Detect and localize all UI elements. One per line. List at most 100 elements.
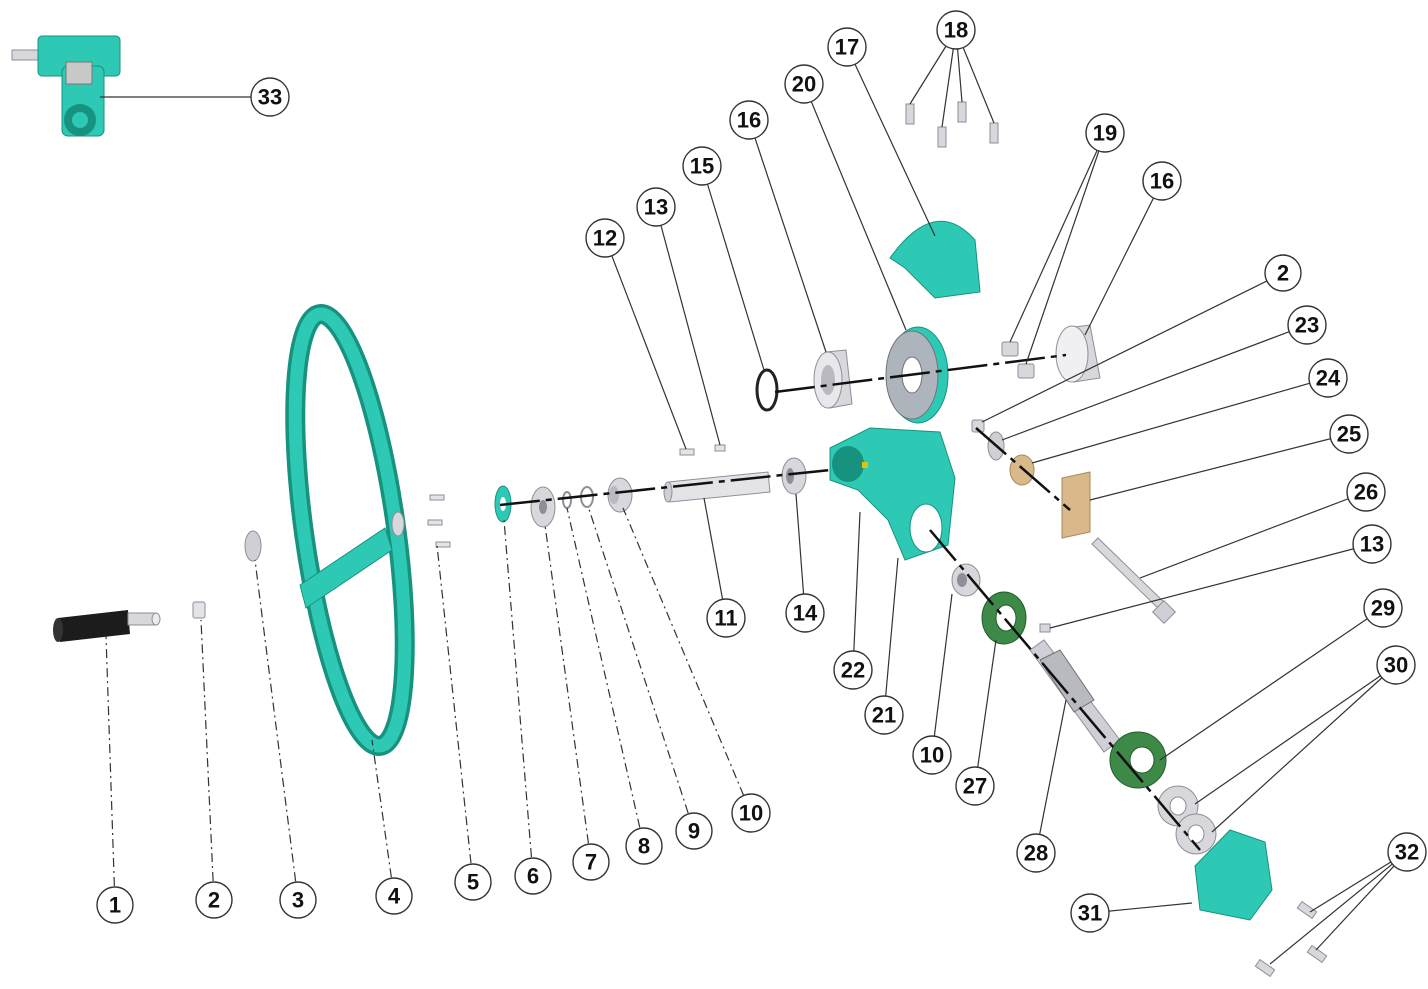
callout-10b: 10 <box>912 735 952 775</box>
svg-text:18: 18 <box>944 18 968 43</box>
cap-screws <box>1254 900 1328 978</box>
svg-text:12: 12 <box>593 226 617 251</box>
washer <box>244 530 262 562</box>
callout-22: 22 <box>833 650 873 690</box>
svg-text:10: 10 <box>920 743 944 768</box>
callout-13b: 13 <box>1352 524 1392 564</box>
svg-text:29: 29 <box>1371 596 1395 621</box>
svg-text:1: 1 <box>109 893 121 918</box>
parts <box>11 35 1328 978</box>
callout-11: 11 <box>706 598 746 638</box>
callout-7: 7 <box>572 843 610 881</box>
bushing <box>607 477 633 513</box>
callout-25: 25 <box>1329 414 1369 454</box>
callout-24: 24 <box>1308 358 1348 398</box>
svg-text:27: 27 <box>963 774 987 799</box>
svg-text:10: 10 <box>739 801 763 826</box>
callout-13: 13 <box>636 187 676 227</box>
svg-text:28: 28 <box>1024 841 1048 866</box>
svg-text:8: 8 <box>638 834 650 859</box>
leader-lines <box>100 29 1408 965</box>
callout-31: 31 <box>1070 893 1110 933</box>
svg-text:6: 6 <box>527 864 539 889</box>
svg-text:16: 16 <box>737 108 761 133</box>
bearing-sleeve <box>813 349 853 409</box>
bearing <box>530 486 556 528</box>
svg-text:31: 31 <box>1078 901 1102 926</box>
axis-input-shaft <box>499 468 831 507</box>
svg-text:9: 9 <box>688 819 700 844</box>
callout-23: 23 <box>1287 305 1327 345</box>
callout-2: 2 <box>195 881 233 919</box>
callout-18: 18 <box>936 10 976 50</box>
callout-1: 1 <box>96 886 134 924</box>
svg-text:4: 4 <box>388 884 401 909</box>
svg-text:2: 2 <box>208 888 220 913</box>
callout-21: 21 <box>864 695 904 735</box>
callout-6: 6 <box>514 857 552 895</box>
cover-bolts <box>905 101 999 148</box>
axis-stop <box>975 427 1071 511</box>
end-cap <box>1194 829 1273 921</box>
svg-text:16: 16 <box>1150 169 1174 194</box>
nut-right <box>971 419 985 433</box>
svg-text:14: 14 <box>793 601 818 626</box>
nut-2 <box>1017 363 1035 379</box>
axis-gear <box>774 353 1067 394</box>
svg-text:26: 26 <box>1354 480 1378 505</box>
callout-30: 30 <box>1376 645 1416 685</box>
bushing-14 <box>781 457 807 495</box>
callout-16b: 16 <box>1142 161 1182 201</box>
stop-plate <box>1061 471 1091 539</box>
svg-text:25: 25 <box>1337 422 1361 447</box>
handle-grip <box>53 610 161 642</box>
thrust-bearings <box>1157 785 1217 855</box>
svg-text:11: 11 <box>714 606 737 631</box>
svg-text:15: 15 <box>690 154 714 179</box>
callout-33: 33 <box>250 77 290 117</box>
callout-20: 20 <box>784 64 824 104</box>
svg-text:7: 7 <box>585 850 597 875</box>
svg-text:5: 5 <box>467 870 479 895</box>
callout-14: 14 <box>785 593 825 633</box>
svg-text:17: 17 <box>835 35 859 60</box>
key <box>679 448 695 456</box>
assembled-gearbox-thumbnail <box>11 35 121 137</box>
svg-text:22: 22 <box>841 658 865 683</box>
callout-2b: 2 <box>1264 254 1302 292</box>
callout-16: 16 <box>729 100 769 140</box>
callouts: 1 2 3 4 5 6 7 8 9 10 11 12 13 14 15 16 1… <box>96 10 1427 933</box>
svg-text:23: 23 <box>1295 313 1319 338</box>
svg-text:2: 2 <box>1277 261 1289 286</box>
svg-text:32: 32 <box>1395 840 1419 865</box>
callout-10: 10 <box>731 793 771 833</box>
nut <box>1001 341 1019 357</box>
screws <box>427 494 451 548</box>
callout-15: 15 <box>682 146 722 186</box>
svg-text:33: 33 <box>258 85 282 110</box>
svg-text:30: 30 <box>1384 653 1408 678</box>
spacer <box>1009 454 1035 486</box>
key-small <box>714 444 726 452</box>
callout-12: 12 <box>585 218 625 258</box>
bearing-sleeve-right <box>1055 324 1101 383</box>
axis-worm <box>929 529 1201 851</box>
ring-small <box>562 491 572 509</box>
svg-text:24: 24 <box>1316 366 1341 391</box>
callout-26: 26 <box>1346 472 1386 512</box>
svg-text:20: 20 <box>792 72 816 97</box>
key-right <box>1039 623 1051 633</box>
callout-5: 5 <box>454 863 492 901</box>
svg-text:13: 13 <box>1360 532 1384 557</box>
handwheel <box>285 304 415 756</box>
callout-27: 27 <box>955 766 995 806</box>
circlip <box>755 368 779 412</box>
assembly-axes <box>499 353 1201 851</box>
callout-19: 19 <box>1085 113 1125 153</box>
gear-cover <box>889 220 981 299</box>
callout-28: 28 <box>1016 833 1056 873</box>
callout-29: 29 <box>1363 588 1403 628</box>
svg-text:13: 13 <box>644 195 668 220</box>
callout-4: 4 <box>375 877 413 915</box>
